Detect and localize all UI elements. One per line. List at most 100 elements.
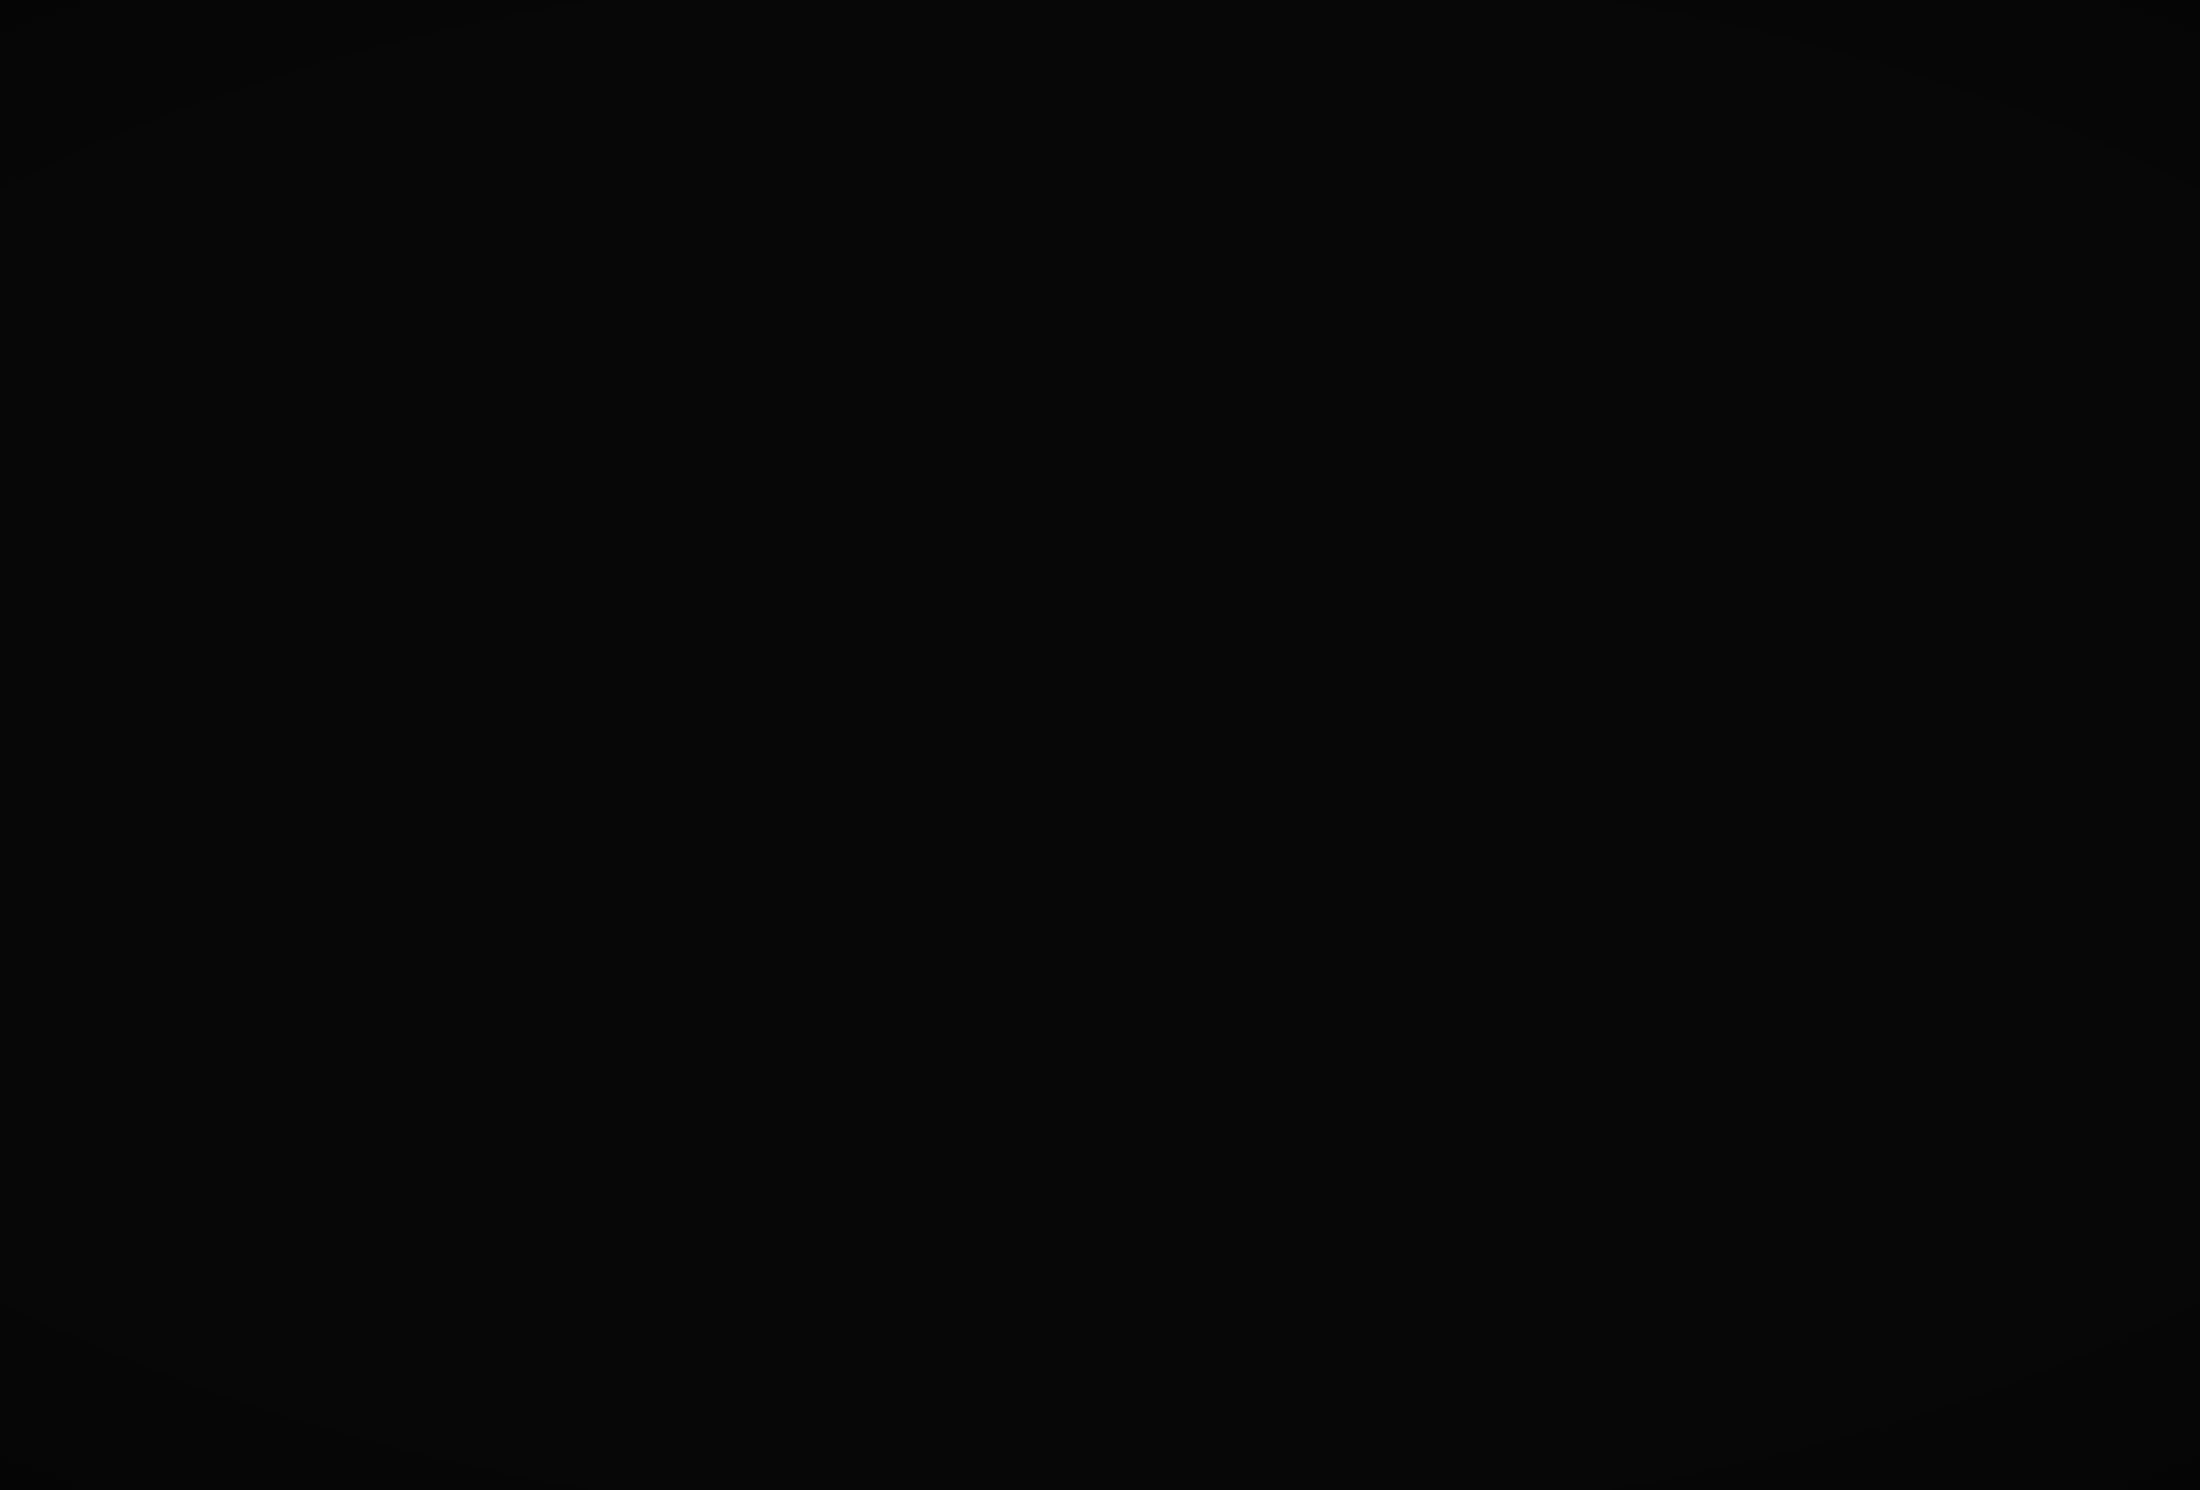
header-name-line2: Bonde-Namn. [357,119,491,144]
header-birth-line1: Födel- [595,93,651,117]
col-rule-cat-5 [892,168,894,1408]
communion-year-34: 34 [1475,159,1512,190]
communion-mark: 20 3 [1343,795,1368,835]
entry-note: Tilfrfale p. 164. [1035,767,1211,797]
header-forsummat-line3: Förhör. [976,141,1043,165]
entry-sds-mark: adᵉ [935,819,964,839]
col-rule [200,84,204,1408]
x-mark: × [794,904,813,929]
birth-month: 6 [588,768,598,785]
entry-birth-fraction: 7 4 [587,975,599,1005]
header-anmarkningar-line1: Tillfällige Anmärk- [1032,97,1218,122]
col-rule [710,84,714,1408]
entry-note: til žjniwandu p. 187 [1033,895,1235,922]
communion-col-rule [1508,160,1512,1408]
x-mark: × [756,904,775,929]
entry-birth-fraction: 4 3 [587,1015,599,1044]
birth-month: 3 [593,948,602,965]
entry-birth-fraction: 30 3 [587,935,607,965]
communion-col-rule [1628,160,1632,1408]
col-rule [970,84,974,1408]
communion-col-rule [1928,160,1932,1408]
slash-mark: / [794,952,803,977]
entry-relation: — [205,1035,222,1055]
entry-relation: Sn. [205,955,234,975]
communion-col-rule [1450,160,1454,1408]
x-mark: × [832,904,851,929]
communion-mark: 19 [1467,753,1492,775]
entry-relation: Mo. [205,775,238,795]
header-abc-bok: A. b. c. bok. [694,83,710,166]
communion-year-33: 33 [1417,161,1454,192]
header-nattvardsgang: Nattvardsgång. [1646,111,1796,136]
table-top-rule [1222,76,2108,79]
entry-name: Anna Maria [277,894,521,946]
col-rule-name-end [578,84,582,1408]
entry-note: med föräld. [1033,946,1170,975]
communion-col-rule [1808,160,1812,1408]
col-rule-cat-3 [816,168,818,1408]
header-cathech-numbers: 1. 2. 3. 4. 5. 6. [764,148,880,167]
entry-birth-fraction: 1 10 [585,627,605,657]
communion-mark: 71 4 [1373,891,1398,931]
entry-birth-year: 1781 [607,638,684,673]
header-birth-line3: och år. [593,141,653,165]
birth-month: 10 [586,640,605,657]
communion-mark: 16 9 [1343,757,1368,797]
communion-mark: 12 5 [1405,893,1430,933]
table-bottom-rule [198,1406,2108,1409]
communion-col-rule [1748,160,1752,1408]
col-rule-cat-1 [740,168,742,1408]
entry-birth-fraction: 5 6 [587,755,599,785]
col-rule-cat-4 [854,168,856,1408]
communion-col-rule [1688,160,1692,1408]
register-table: By-Hemmans-och Bonde-Namn. Födel- fe-dag… [88,8,2184,1478]
open-book: 167 Kalama N:o 9. ½ hr ınabvi af Gräk [0,8,2184,1488]
col-rule [688,84,690,1408]
communion-mark: 12 5 [1405,793,1430,833]
header-anmarkningar-line2: ningar. [1091,123,1159,148]
entry-birth-fraction: 2 10 [587,1055,607,1084]
communion-mark: 25 3 [1341,893,1366,933]
entry-birth-year: 1794 [607,688,684,723]
header-cathech-line2: med Förklaring. [742,119,900,144]
page-block-edge-right [2100,16,2174,1466]
col-rule-cat-end [930,84,934,1408]
entry-sds-mark: adᵉ [933,901,962,921]
entry-cathech-marks: 8ⁿ5⁄3⁄1 42 [767,1026,870,1052]
x-mark: × [870,904,889,929]
col-rule-anmark-end [1220,84,1224,1408]
header-flyttning-line1: f- och Till- [1222,91,1314,115]
x-mark: × [906,904,925,929]
entry-note: Njma [1035,817,1096,843]
entry-sds-mark: adᵉ [935,643,964,663]
entry-forsummat: 9g. [973,815,1008,839]
entry-name: Anshelm [279,1063,461,1113]
col-rule-forsummat-end [1026,84,1030,1408]
header-innanlasn: Innanläsn. [672,93,688,166]
x-mark: × [718,952,737,977]
birth-month: 4 [588,988,598,1005]
communion-col-rule [1568,160,1572,1408]
entry-relation: Dr. [205,995,231,1015]
communion-year-35: 35 [1533,161,1570,192]
entry-sds-mark: adᵉ [935,771,964,791]
entry-relation: Hb. [205,647,237,667]
col-rule [950,84,952,1408]
slash-mark: 1. [676,992,700,1017]
col-rule-flytt-end [1334,76,1338,1408]
entry-name: Sufana Harwin [277,763,588,817]
header-name-line1: By-Hemmans-och [337,93,511,118]
communion-col-rule [1394,160,1398,1408]
communion-col-rule [2048,160,2052,1408]
x-mark: ×× [672,904,709,929]
communion-col-rule [1868,160,1872,1408]
header-forsummat-line1: Förfum- [976,93,1051,117]
communion-col-rule [1988,160,1992,1408]
entry-relation: Dr. [205,907,231,927]
header-cathech-line1: D.Luth.Cathech. [740,93,902,118]
slash-mark: / [832,952,841,977]
entry-relation: Sn. [205,825,234,845]
col-rule [270,84,274,1408]
